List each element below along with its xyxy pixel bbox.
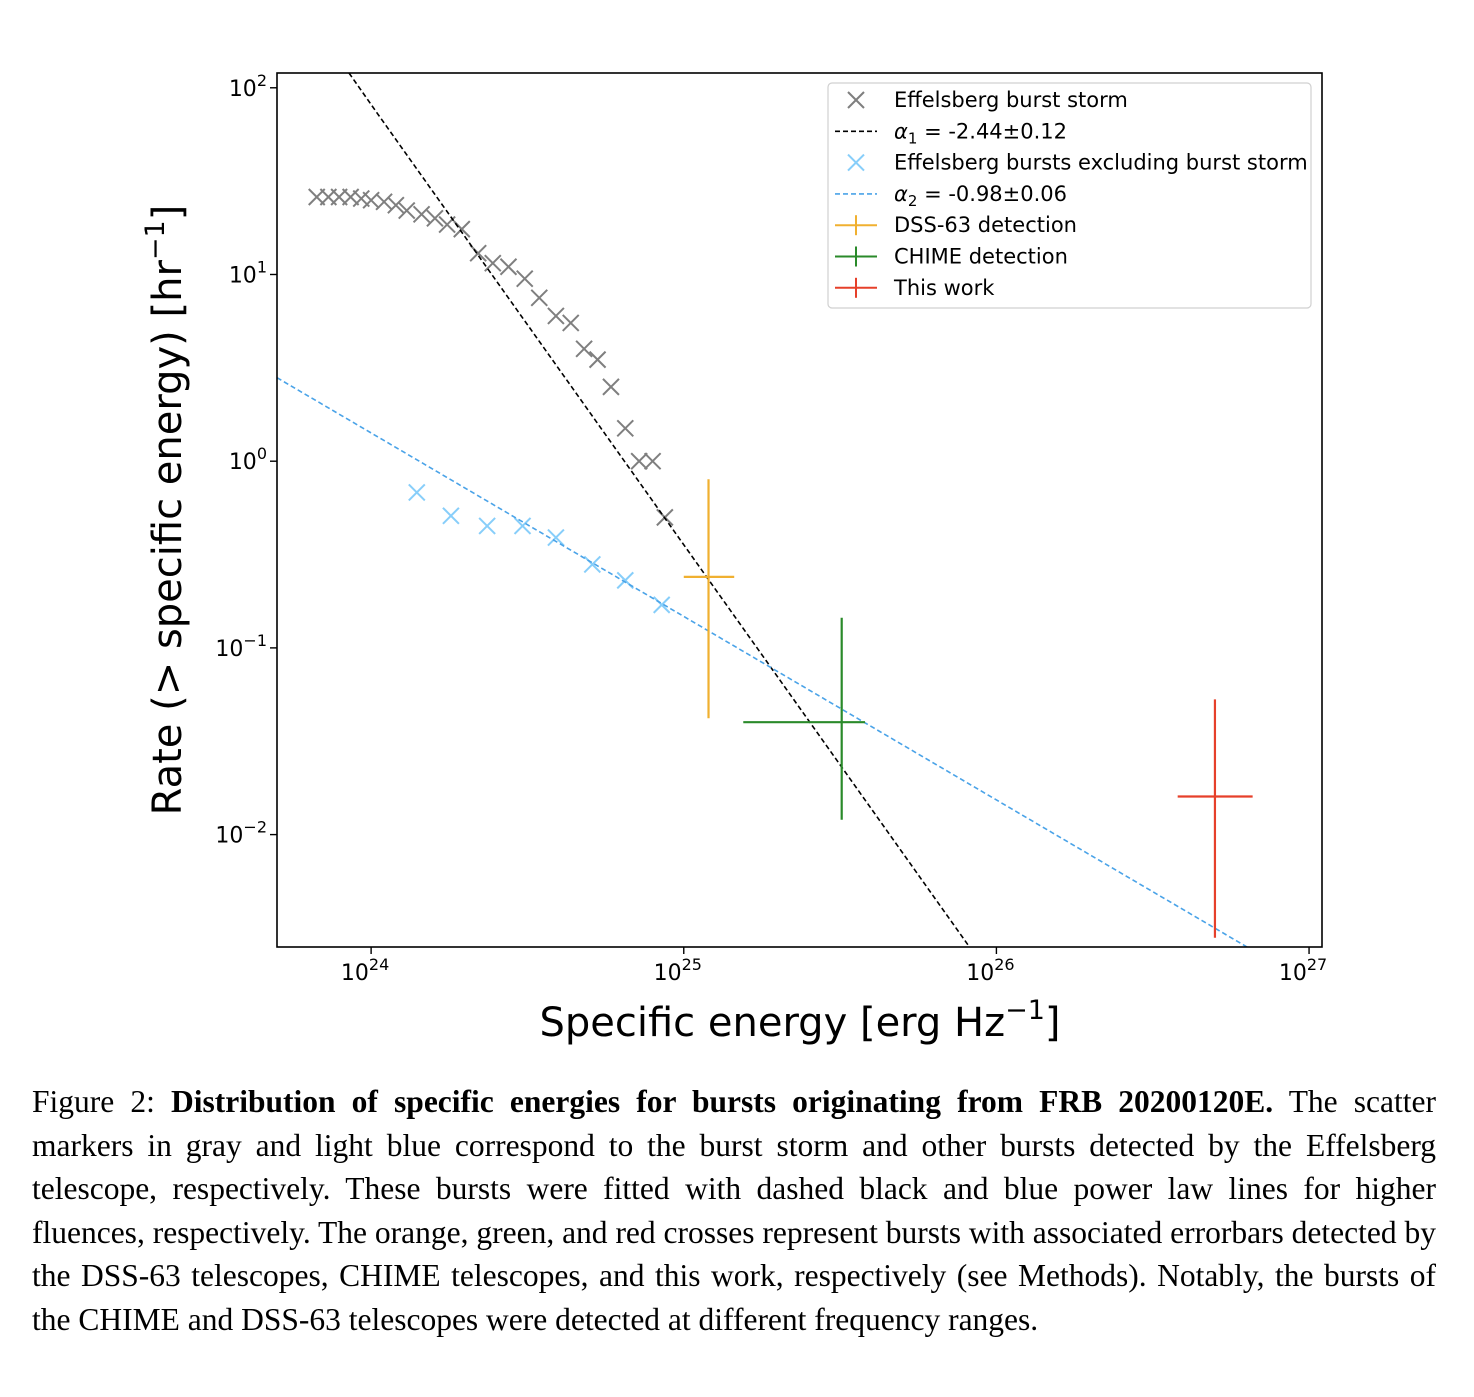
y-tick-label: 10−1 — [215, 631, 267, 662]
legend-marker — [847, 153, 865, 172]
legend-entry: α1 = -2.44±0.12 — [835, 119, 1067, 147]
data-point-effelsberg-bursts-excluding-burst-storm — [652, 596, 671, 614]
axis-ticks: 1024 1025 1026 1027 102 101 100 10−1 10−2 — [215, 71, 1327, 986]
y-tick-label: 101 — [229, 257, 267, 288]
legend-entry: DSS-63 detection — [835, 213, 1077, 237]
y-tick-label: 10−2 — [215, 818, 267, 849]
x-tick-label: 1027 — [1279, 955, 1327, 986]
data-point-effelsberg-burst-storm — [375, 193, 393, 211]
fit-line-alpha1 — [348, 73, 971, 947]
legend-entry: Effelsberg burst storm — [847, 88, 1128, 112]
legend-label: This work — [893, 276, 995, 300]
x-axis-label: Specific energy [erg Hz−1] — [539, 995, 1060, 1046]
data-point-effelsberg-bursts-excluding-burst-storm — [583, 555, 602, 574]
plot-area — [277, 73, 1253, 947]
legend-errorbar — [835, 277, 877, 298]
data-point-effelsberg-burst-storm — [516, 269, 534, 288]
x-tick-label: 1026 — [966, 955, 1014, 986]
data-point-effelsberg-burst-storm — [562, 314, 580, 332]
data-point-effelsberg-burst-storm — [643, 452, 662, 470]
data-point-effelsberg-burst-storm — [499, 258, 518, 276]
y-axis-label: Rate (> specific energy) [hr−1] — [140, 205, 191, 816]
caption-prefix: Figure 2: — [32, 1084, 172, 1119]
data-point-effelsberg-burst-storm — [547, 307, 565, 325]
errorbar-dss-63-detection — [683, 479, 735, 719]
caption-body: The scatter markers in gray and light bl… — [32, 1084, 1436, 1337]
data-point-effelsberg-burst-storm — [616, 419, 634, 438]
legend-label: α1 = -2.44±0.12 — [894, 119, 1067, 147]
legend-errorbar — [835, 246, 877, 267]
data-point-effelsberg-burst-storm — [588, 350, 607, 369]
legend-marker — [847, 91, 865, 109]
data-point-effelsberg-bursts-excluding-burst-storm — [442, 507, 460, 525]
y-tick-label: 100 — [229, 444, 267, 475]
errorbar-this-work — [1177, 699, 1253, 938]
data-point-effelsberg-bursts-excluding-burst-storm — [478, 517, 496, 535]
legend-label: Effelsberg burst storm — [894, 88, 1128, 112]
legend-entry: CHIME detection — [835, 245, 1068, 269]
legend-entry: α2 = -0.98±0.06 — [835, 182, 1067, 210]
fit-line-alpha2 — [277, 377, 1249, 947]
data-point-effelsberg-burst-storm — [630, 452, 648, 470]
data-point-effelsberg-burst-storm — [469, 244, 487, 262]
data-point-effelsberg-burst-storm — [387, 196, 405, 214]
legend: Effelsberg burst storm α1 = -2.44±0.12 Eff… — [827, 82, 1312, 309]
caption-title: Distribution of specific energies for bu… — [171, 1084, 1274, 1119]
plot-frame — [276, 72, 1323, 948]
legend-entry: This work — [835, 276, 995, 300]
figure: 1024 1025 1026 1027 102 101 100 10−1 10−2 Specif… — [140, 71, 1327, 1046]
data-point-effelsberg-bursts-excluding-burst-storm — [513, 517, 532, 535]
data-point-effelsberg-burst-storm — [412, 205, 431, 224]
legend-errorbar — [835, 215, 877, 236]
figure-caption: Figure 2: Distribution of specific energ… — [32, 1080, 1436, 1341]
data-point-effelsberg-bursts-excluding-burst-storm — [408, 483, 426, 502]
x-tick-label: 1025 — [654, 955, 702, 986]
legend-label: Effelsberg bursts excluding burst storm — [894, 151, 1308, 175]
legend-label: α2 = -0.98±0.06 — [894, 182, 1067, 210]
data-point-effelsberg-burst-storm — [530, 289, 548, 307]
data-point-effelsberg-burst-storm — [575, 340, 593, 358]
data-point-effelsberg-burst-storm — [484, 254, 502, 272]
data-point-effelsberg-burst-storm — [602, 378, 620, 396]
data-point-effelsberg-bursts-excluding-burst-storm — [547, 528, 565, 547]
x-tick-label: 1024 — [341, 955, 389, 986]
data-point-effelsberg-burst-storm — [426, 209, 444, 227]
data-point-effelsberg-burst-storm — [398, 201, 416, 220]
errorbar-chime-detection — [743, 617, 866, 820]
chart: 1024 1025 1026 1027 102 101 100 10−1 10−2 Specif… — [140, 71, 1327, 1046]
y-tick-label: 102 — [229, 71, 267, 102]
legend-label: DSS-63 detection — [894, 213, 1077, 237]
legend-label: CHIME detection — [894, 245, 1068, 269]
data-point-effelsberg-burst-storm — [341, 188, 360, 206]
legend-box — [827, 82, 1312, 309]
legend-entry: Effelsberg bursts excluding burst storm — [847, 151, 1308, 175]
